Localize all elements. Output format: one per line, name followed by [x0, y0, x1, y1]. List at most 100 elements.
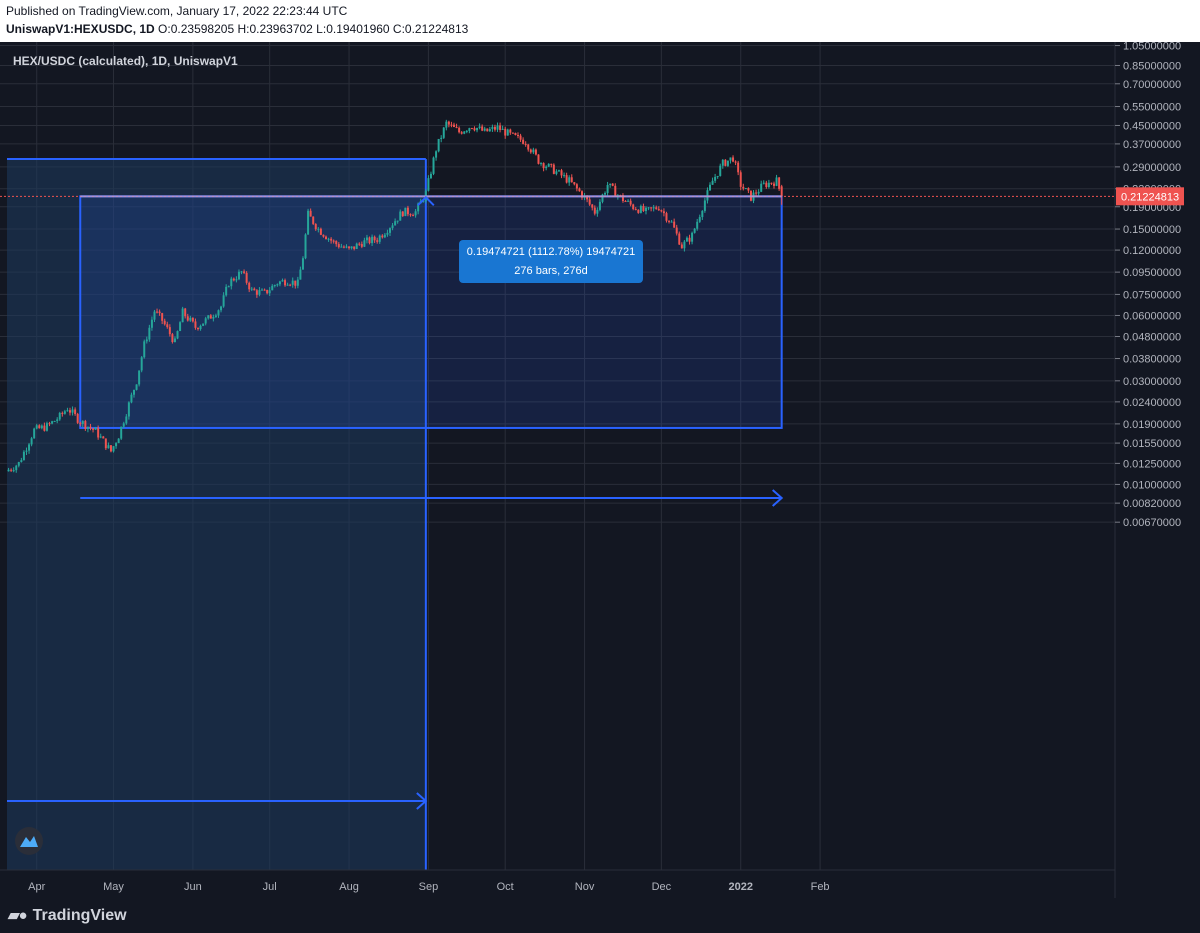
candle-body: [243, 271, 246, 273]
candle-body: [673, 221, 676, 228]
y-tick-label: 0.09500000: [1123, 267, 1181, 279]
candle-body: [284, 280, 287, 286]
candle-body: [739, 172, 742, 187]
candle-body: [348, 246, 351, 249]
candle-body: [156, 311, 159, 313]
candle-body: [611, 183, 614, 186]
candle-body: [127, 402, 130, 417]
candle-body: [701, 210, 704, 218]
ohlc-info: UniswapV1:HEXUSDC, 1D O:0.23598205 H:0.2…: [6, 22, 468, 36]
candle-body: [289, 284, 292, 286]
candle-body: [570, 177, 573, 183]
candle-body: [212, 316, 215, 319]
candle-body: [714, 176, 717, 181]
y-tick-label: 1.05000000: [1123, 42, 1181, 53]
candle-body: [168, 327, 171, 335]
candle-body: [40, 425, 43, 429]
candle-body: [591, 204, 594, 208]
candle-body: [355, 243, 358, 249]
candle-body: [230, 278, 233, 287]
candle-body: [678, 233, 681, 245]
candle-body: [696, 221, 699, 229]
candle-body: [120, 426, 123, 439]
candle-body: [217, 310, 220, 316]
candle-body: [179, 322, 182, 332]
date-range-1-fill: [7, 159, 426, 870]
measure-overlays: 0.19474721 (1112.78%) 19474721 276 bars, …: [0, 195, 1115, 283]
x-tick-label: Jul: [263, 881, 277, 893]
x-tick-label: Feb: [811, 881, 830, 893]
candle-body: [381, 235, 384, 238]
candle-body: [99, 436, 102, 438]
candle-body: [545, 166, 548, 169]
x-tick-label: Sep: [419, 881, 439, 893]
candle-body: [747, 188, 750, 191]
candle-body: [657, 209, 660, 211]
candle-body: [191, 317, 194, 322]
candle-body: [493, 126, 496, 130]
price-chart[interactable]: 0.19474721 (1112.78%) 19474721 276 bars, …: [0, 42, 1200, 898]
candle-body: [706, 190, 709, 201]
candle-body: [48, 423, 51, 425]
candle-body: [744, 188, 747, 190]
candle-body: [74, 409, 77, 414]
candle-body: [389, 228, 391, 233]
candle-body: [325, 236, 327, 240]
candle-body: [20, 460, 23, 463]
candle-body: [92, 428, 95, 430]
candle-body: [56, 419, 59, 422]
candle-body: [724, 159, 727, 166]
candle-body: [765, 182, 768, 188]
candle-body: [181, 308, 184, 323]
candle-body: [478, 126, 481, 128]
candle-body: [115, 443, 118, 447]
candle-body: [30, 438, 33, 445]
candle-body: [780, 186, 783, 197]
candle-body: [266, 289, 269, 294]
y-tick-label: 0.00820000: [1123, 498, 1181, 510]
candle-body: [573, 182, 576, 185]
time-axis[interactable]: Apr May Jun Jul Aug Sep Oct Nov Dec 2022 Feb: [28, 881, 829, 893]
price-axis[interactable]: 1.05000000 0.85000000 0.70000000 0.55000000…: [1115, 42, 1184, 529]
candle-body: [273, 285, 276, 287]
candle-body: [207, 315, 210, 319]
candle-body: [194, 321, 197, 328]
candle-body: [593, 207, 596, 214]
candle-body: [767, 182, 770, 188]
candle-body: [488, 129, 491, 132]
candle-body: [504, 128, 507, 136]
candle-body: [63, 411, 66, 414]
candle-body: [386, 232, 389, 235]
candle-body: [345, 246, 348, 248]
y-tick-label: 0.37000000: [1123, 139, 1181, 151]
candle-body: [757, 191, 760, 194]
candle-body: [401, 211, 404, 217]
candle-body: [53, 421, 56, 423]
candle-body: [104, 438, 107, 449]
candle-body: [575, 184, 578, 189]
candle-body: [150, 319, 153, 328]
candle-body: [248, 282, 251, 290]
candle-body: [711, 180, 714, 185]
candle-body: [770, 182, 773, 184]
candle-body: [642, 205, 645, 212]
candle-body: [237, 271, 240, 280]
candle-body: [414, 211, 417, 216]
candle-body: [143, 341, 146, 358]
measure-label-line2: 276 bars, 276d: [514, 265, 587, 277]
candle-body: [307, 210, 310, 235]
candle-body: [337, 244, 340, 248]
candle-body: [276, 284, 279, 286]
candle-body: [199, 325, 202, 330]
candle-body: [10, 469, 13, 471]
candle-body: [465, 130, 468, 132]
y-tick-label: 0.01550000: [1123, 438, 1181, 450]
candle-body: [534, 149, 537, 155]
candle-body: [263, 289, 266, 291]
candle-body: [396, 220, 399, 222]
x-tick-label: Nov: [575, 881, 595, 893]
candle-body: [409, 214, 412, 216]
candle-body: [581, 191, 583, 198]
candle-body: [522, 139, 525, 144]
candle-body: [161, 313, 164, 321]
